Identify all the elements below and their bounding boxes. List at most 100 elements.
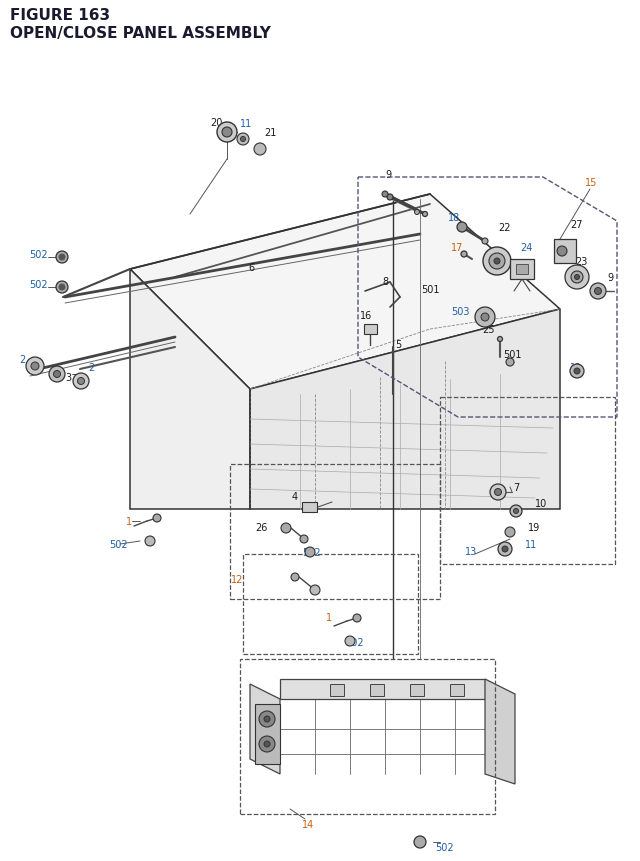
Circle shape — [513, 509, 518, 514]
Text: 12: 12 — [230, 574, 243, 585]
Polygon shape — [130, 269, 250, 510]
Bar — [255, 704, 280, 764]
Circle shape — [498, 542, 512, 556]
Text: 16: 16 — [360, 311, 372, 320]
Text: 11: 11 — [240, 119, 252, 129]
Text: 502: 502 — [29, 250, 48, 260]
Text: 11: 11 — [570, 362, 582, 373]
Text: 10: 10 — [535, 499, 547, 508]
Text: 502: 502 — [109, 539, 128, 549]
Text: 19: 19 — [528, 523, 540, 532]
Circle shape — [237, 133, 249, 146]
Text: 501: 501 — [422, 285, 440, 294]
Text: 14: 14 — [302, 819, 314, 829]
Text: 502: 502 — [435, 842, 454, 852]
Bar — [330, 684, 344, 697]
Circle shape — [483, 248, 511, 276]
Bar — [410, 684, 424, 697]
Circle shape — [59, 255, 65, 261]
Text: 23: 23 — [575, 257, 588, 267]
Circle shape — [54, 371, 61, 378]
Circle shape — [259, 736, 275, 753]
Circle shape — [264, 716, 270, 722]
Bar — [450, 684, 464, 697]
Text: 15: 15 — [585, 177, 597, 188]
Polygon shape — [250, 310, 560, 510]
Text: 24: 24 — [520, 243, 532, 253]
Circle shape — [422, 213, 428, 217]
Circle shape — [506, 358, 514, 367]
Text: 4: 4 — [292, 492, 298, 501]
Circle shape — [153, 514, 161, 523]
Text: 2: 2 — [88, 362, 94, 373]
Circle shape — [56, 251, 68, 263]
Circle shape — [490, 485, 506, 500]
Circle shape — [77, 378, 84, 385]
Circle shape — [571, 272, 583, 283]
Circle shape — [481, 313, 489, 322]
Circle shape — [502, 547, 508, 553]
Bar — [302, 503, 317, 512]
Bar — [243, 554, 418, 654]
Bar — [364, 325, 377, 335]
Circle shape — [73, 374, 89, 389]
Circle shape — [457, 223, 467, 232]
Polygon shape — [250, 684, 280, 774]
Text: 502: 502 — [29, 280, 48, 289]
Text: 25: 25 — [483, 325, 495, 335]
Text: 503: 503 — [451, 307, 470, 317]
Text: 21: 21 — [264, 127, 276, 138]
Circle shape — [574, 369, 580, 375]
Circle shape — [497, 338, 502, 342]
Polygon shape — [130, 195, 560, 389]
Circle shape — [505, 528, 515, 537]
Circle shape — [254, 144, 266, 156]
Text: 18: 18 — [448, 213, 460, 223]
Text: 502: 502 — [345, 637, 364, 647]
Circle shape — [415, 210, 419, 215]
Text: 5: 5 — [395, 339, 401, 350]
Polygon shape — [280, 679, 485, 699]
Circle shape — [382, 192, 388, 198]
Circle shape — [291, 573, 299, 581]
Bar — [554, 239, 576, 263]
Circle shape — [489, 254, 505, 269]
Circle shape — [241, 138, 246, 142]
Circle shape — [281, 523, 291, 533]
Circle shape — [575, 276, 579, 280]
Circle shape — [590, 283, 606, 300]
Text: 502: 502 — [302, 548, 321, 557]
Circle shape — [387, 195, 393, 201]
Text: 1: 1 — [126, 517, 132, 526]
Circle shape — [26, 357, 44, 375]
Circle shape — [217, 123, 237, 143]
Circle shape — [595, 288, 602, 295]
Circle shape — [305, 548, 315, 557]
Circle shape — [222, 127, 232, 138]
Text: 13: 13 — [465, 547, 477, 556]
Circle shape — [475, 307, 495, 328]
Bar — [510, 260, 534, 280]
Circle shape — [495, 489, 502, 496]
Circle shape — [482, 238, 488, 245]
Text: 20: 20 — [211, 118, 223, 127]
Text: 27: 27 — [570, 220, 582, 230]
Circle shape — [557, 247, 567, 257]
Circle shape — [259, 711, 275, 728]
Text: 2: 2 — [19, 355, 25, 364]
Circle shape — [414, 836, 426, 848]
Circle shape — [461, 251, 467, 257]
Circle shape — [353, 614, 361, 623]
Text: 11: 11 — [525, 539, 537, 549]
Circle shape — [145, 536, 155, 547]
Text: 26: 26 — [255, 523, 268, 532]
Circle shape — [264, 741, 270, 747]
Bar — [370, 684, 384, 697]
Circle shape — [494, 258, 500, 264]
Text: 501: 501 — [503, 350, 522, 360]
Text: 6: 6 — [248, 263, 254, 273]
Circle shape — [31, 362, 39, 370]
Circle shape — [345, 636, 355, 647]
Polygon shape — [485, 679, 515, 784]
Bar — [516, 264, 528, 275]
